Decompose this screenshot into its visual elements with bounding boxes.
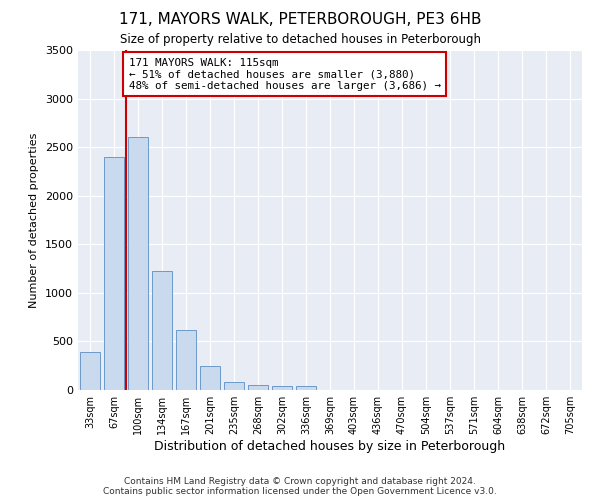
Text: 171 MAYORS WALK: 115sqm
← 51% of detached houses are smaller (3,880)
48% of semi: 171 MAYORS WALK: 115sqm ← 51% of detache… — [129, 58, 441, 91]
Bar — [272, 386, 292, 390]
Bar — [80, 352, 100, 390]
Bar — [248, 384, 268, 390]
Text: 171, MAYORS WALK, PETERBOROUGH, PE3 6HB: 171, MAYORS WALK, PETERBOROUGH, PE3 6HB — [119, 12, 481, 28]
Bar — [200, 366, 220, 390]
X-axis label: Distribution of detached houses by size in Peterborough: Distribution of detached houses by size … — [154, 440, 506, 453]
Text: Size of property relative to detached houses in Peterborough: Size of property relative to detached ho… — [119, 32, 481, 46]
Bar — [224, 382, 244, 390]
Bar — [152, 272, 172, 390]
Bar — [176, 330, 196, 390]
Bar — [104, 157, 124, 390]
Bar — [296, 386, 316, 390]
Text: Contains HM Land Registry data © Crown copyright and database right 2024.
Contai: Contains HM Land Registry data © Crown c… — [103, 476, 497, 496]
Bar — [128, 138, 148, 390]
Y-axis label: Number of detached properties: Number of detached properties — [29, 132, 40, 308]
